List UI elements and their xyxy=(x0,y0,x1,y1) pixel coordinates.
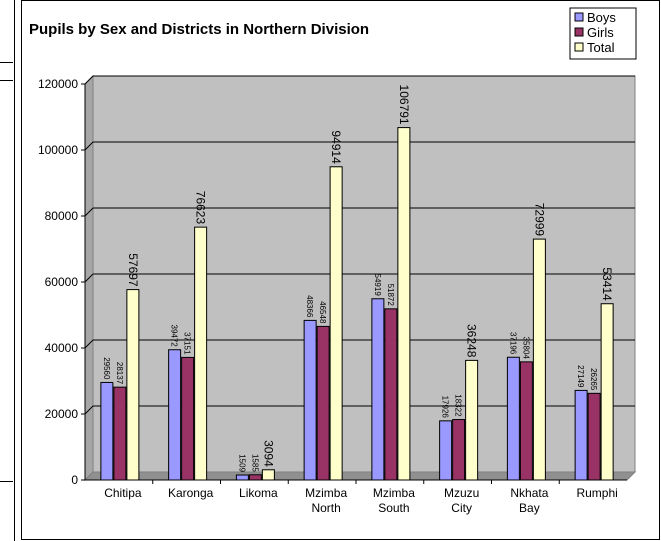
y-tick-label: 120000 xyxy=(38,77,78,91)
data-label: 46548 xyxy=(318,301,327,324)
gridline-side xyxy=(84,75,94,85)
data-label: 76623 xyxy=(194,191,208,225)
bar-total xyxy=(600,303,614,481)
data-label: 51872 xyxy=(386,284,395,307)
y-tick-label: 40000 xyxy=(45,341,79,355)
data-label: 36248 xyxy=(465,324,479,358)
adjacent-panel-fragment xyxy=(0,80,13,482)
data-label: 53414 xyxy=(600,267,614,301)
x-tick-label: Nkhata xyxy=(510,486,548,500)
data-label: 72999 xyxy=(532,203,546,237)
data-label: 57697 xyxy=(126,253,140,287)
data-label: 18322 xyxy=(454,394,463,417)
bar-boys xyxy=(235,474,249,481)
x-tick-label: Chitipa xyxy=(104,486,142,500)
x-tick-label: North xyxy=(311,501,340,515)
y-tick-label: 20000 xyxy=(45,407,79,421)
data-label: 17926 xyxy=(441,396,450,419)
y-tick-label: 60000 xyxy=(45,275,79,289)
bar-boys xyxy=(574,389,588,481)
x-tick-label: Bay xyxy=(519,501,540,515)
bar-boys xyxy=(506,356,520,481)
bar-total xyxy=(397,127,411,481)
bar-boys xyxy=(439,420,453,481)
data-label: 54919 xyxy=(373,274,382,297)
data-label: 39472 xyxy=(170,324,179,347)
bar-girls xyxy=(248,474,262,481)
bar-total xyxy=(329,166,343,481)
data-label: 26265 xyxy=(589,368,598,391)
bar-total xyxy=(194,226,208,481)
bar-boys xyxy=(303,319,317,481)
y-tick-label: 80000 xyxy=(45,209,79,223)
legend-swatch xyxy=(574,42,584,52)
data-label: 37196 xyxy=(508,332,517,355)
adjacent-panel-fragment xyxy=(0,0,13,63)
data-label: 28137 xyxy=(115,362,124,385)
x-tick-label: Rumphi xyxy=(576,486,617,500)
chart-title: Pupils by Sex and Districts in Northern … xyxy=(29,21,370,38)
data-label: 94914 xyxy=(329,130,343,164)
data-label: 37151 xyxy=(183,332,192,355)
data-label: 35804 xyxy=(521,337,530,360)
y-tick-label: 100000 xyxy=(38,143,78,157)
adjacent-panel-edge xyxy=(0,0,15,541)
gridline-side xyxy=(84,141,94,151)
x-tick-label: City xyxy=(451,501,472,515)
data-label: 106791 xyxy=(397,85,411,125)
bar-boys xyxy=(100,381,114,481)
legend-label: Girls xyxy=(587,25,614,40)
data-label: 1585 xyxy=(250,454,259,472)
data-label: 1509 xyxy=(237,454,246,472)
legend-label: Boys xyxy=(587,10,616,25)
gridline-side xyxy=(84,273,94,283)
data-label: 27149 xyxy=(576,365,585,388)
bar-girls xyxy=(519,361,533,481)
gridline-side xyxy=(84,207,94,217)
legend-label: Total xyxy=(587,40,615,55)
bar-girls xyxy=(181,356,195,481)
bar-girls xyxy=(384,308,398,481)
bar-total xyxy=(465,359,479,481)
bar-girls xyxy=(452,419,466,481)
legend-swatch xyxy=(574,12,584,22)
legend-swatch xyxy=(574,27,584,37)
x-tick-label: Karonga xyxy=(168,486,214,500)
gridline-side xyxy=(84,339,94,349)
bar-total xyxy=(261,469,275,481)
gridline-side xyxy=(84,405,94,415)
x-tick-label: South xyxy=(378,501,409,515)
data-label: 48366 xyxy=(305,295,314,318)
data-label: 29560 xyxy=(102,357,111,380)
bar-boys xyxy=(168,349,182,481)
bar-total xyxy=(532,238,546,481)
data-label: 3094 xyxy=(261,440,275,467)
x-tick-label: Mzuzu xyxy=(444,486,479,500)
y-tick-label: 0 xyxy=(71,473,78,487)
bar-girls xyxy=(113,386,127,481)
x-tick-label: Mzimba xyxy=(305,486,347,500)
plot-floor xyxy=(83,471,637,481)
bar-girls xyxy=(587,392,601,481)
x-tick-label: Mzimba xyxy=(373,486,415,500)
x-tick-label: Likoma xyxy=(239,486,278,500)
bar-girls xyxy=(316,325,330,481)
bar-boys xyxy=(371,298,385,481)
bar-total xyxy=(126,289,140,481)
